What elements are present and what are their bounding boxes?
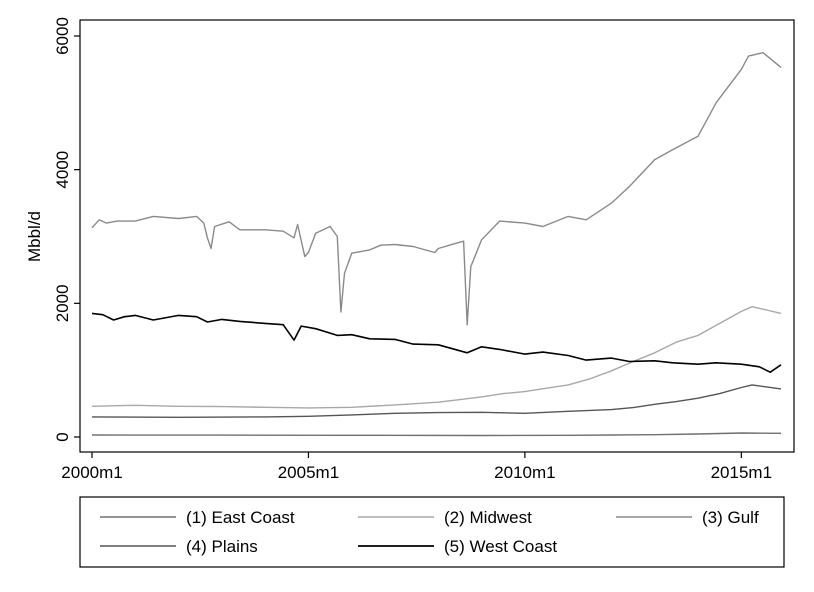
series-line-5	[91, 312, 782, 373]
series-line-1	[91, 432, 782, 437]
series-line-2	[91, 306, 782, 409]
y-tick-label: 4000	[53, 151, 72, 189]
y-axis-title: Mbbl/d	[25, 211, 44, 262]
series-layer	[91, 52, 782, 437]
y-tick-label: 2000	[53, 284, 72, 322]
legend-label-2: (2) Midwest	[444, 508, 532, 527]
series-line-4	[91, 384, 782, 418]
legend: (1) East Coast (2) Midwest (3) Gulf (4) Pla…	[100, 508, 759, 556]
legend-label-4: (4) Plains	[186, 537, 258, 556]
legend-label-1: (1) East Coast	[186, 508, 295, 527]
plot-area	[79, 19, 795, 453]
y-axis: 0 2000 4000 6000	[53, 17, 80, 442]
legend-box	[79, 496, 785, 568]
legend-label-5: (5) West Coast	[444, 537, 557, 556]
x-tick-label: 2005m1	[278, 463, 339, 482]
legend-label-3: (3) Gulf	[702, 508, 759, 527]
x-axis: 2000m1 2005m1 2010m1 2015m1	[61, 452, 772, 482]
y-tick-label: 6000	[53, 17, 72, 55]
series-line-3	[91, 52, 782, 326]
x-tick-label: 2015m1	[711, 463, 772, 482]
y-tick-label: 0	[53, 432, 72, 441]
x-tick-label: 2010m1	[494, 463, 555, 482]
x-tick-label: 2000m1	[61, 463, 122, 482]
